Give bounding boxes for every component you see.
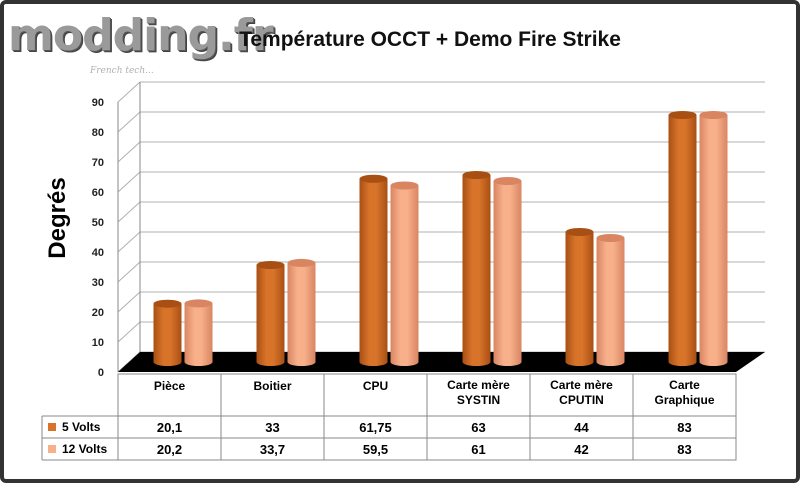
chart-floor (118, 352, 765, 372)
gridline-side (117, 261, 141, 283)
y-tick-label: 50 (92, 217, 104, 229)
data-label: 83 (677, 442, 691, 457)
x-tick-label: CPU (363, 379, 388, 393)
bar-top (493, 177, 522, 185)
gridline-side (117, 291, 141, 313)
bar-5-volts (153, 303, 182, 366)
y-tick-label: 10 (92, 337, 104, 349)
legend-swatch (48, 423, 56, 431)
bar-5-volts (668, 115, 697, 366)
data-label: 61,75 (359, 420, 392, 435)
chart-title: Température OCCT + Demo Fire Strike (239, 28, 621, 51)
y-tick-label: 40 (92, 247, 104, 259)
gridline-side (117, 141, 141, 163)
bar-5-volts (565, 232, 594, 366)
data-label: 63 (471, 420, 485, 435)
data-label: 61 (471, 442, 485, 457)
bar-top (565, 228, 594, 236)
x-tick-label: Graphique (654, 393, 714, 407)
y-tick-label: 60 (92, 187, 104, 199)
bar-5-volts (256, 265, 285, 366)
gridline-side (117, 81, 141, 103)
bar-12-volts (287, 262, 316, 366)
bar-12-volts (184, 303, 213, 366)
modding-logo: modding.fr (8, 10, 274, 61)
gridline-side (117, 321, 141, 343)
data-label: 59,5 (363, 442, 388, 457)
data-label: 20,1 (157, 420, 182, 435)
logo-subtitle: French tech... (90, 66, 154, 76)
y-tick-label: 90 (92, 97, 104, 109)
y-tick-label: 70 (92, 157, 104, 169)
x-tick-label: Carte (669, 378, 700, 392)
bar-top (668, 111, 697, 119)
bar-12-volts (493, 181, 522, 366)
data-label: 44 (574, 420, 589, 435)
gridline-side (117, 231, 141, 253)
y-tick-label: 30 (92, 277, 104, 289)
data-label: 42 (574, 442, 588, 457)
gridline-side (117, 171, 141, 193)
x-tick-label: Pièce (154, 379, 186, 393)
y-tick-label: 20 (92, 307, 104, 319)
legend-label: 12 Volts (62, 442, 107, 456)
bar-12-volts (390, 185, 419, 366)
bar-top (359, 174, 388, 183)
bar-top (462, 171, 491, 179)
data-label: 33,7 (260, 442, 285, 457)
data-label: 20,2 (157, 442, 182, 457)
bar-top (287, 258, 316, 267)
bar-12-volts (596, 238, 625, 366)
x-tick-label: SYSTIN (457, 393, 500, 407)
bar-top (596, 234, 625, 242)
bar-12-volts (699, 115, 728, 366)
data-label: 33 (265, 420, 279, 435)
x-tick-label: CPUTIN (559, 393, 604, 407)
y-tick-label: 80 (92, 127, 104, 139)
gridline-side (117, 201, 141, 223)
bar-top (256, 261, 285, 269)
bar-top (153, 299, 182, 308)
legend-swatch (48, 445, 56, 453)
x-tick-label: Carte mère (447, 378, 510, 392)
bar-top (699, 111, 728, 119)
x-tick-label: Carte mère (550, 378, 613, 392)
gridline-side (117, 111, 141, 133)
x-tick-label: Boitier (253, 379, 291, 393)
data-label: 83 (677, 420, 691, 435)
bar-top (390, 181, 419, 190)
bar-5-volts (462, 175, 491, 366)
bar-5-volts (359, 178, 388, 366)
bar-top (184, 299, 213, 308)
y-tick-label: 0 (98, 367, 104, 379)
legend-label: 5 Volts (62, 420, 101, 434)
